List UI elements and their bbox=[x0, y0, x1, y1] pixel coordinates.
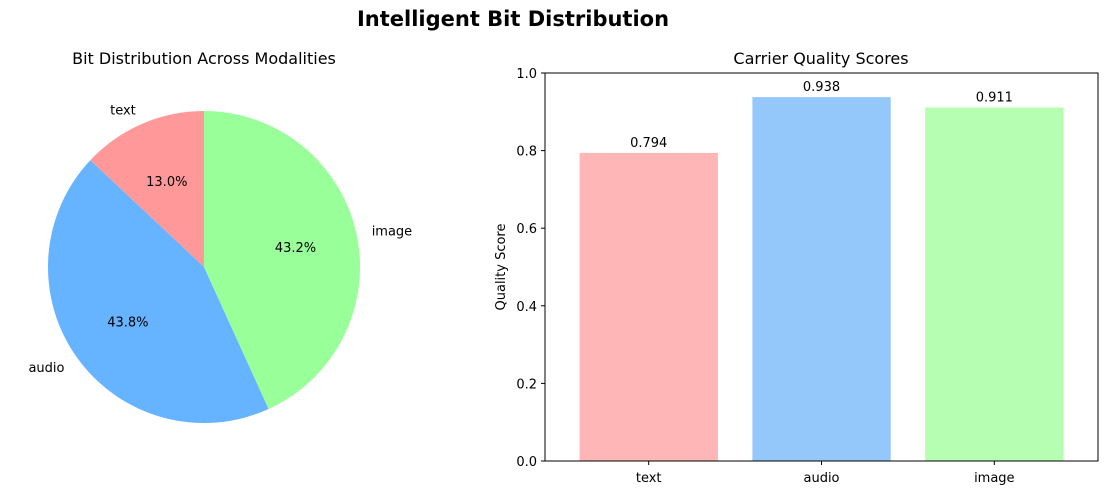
bar-audio bbox=[752, 97, 891, 461]
y-axis-label: Quality Score bbox=[494, 224, 509, 311]
bar-value-labels: 0.794 0.938 0.911 bbox=[630, 80, 1013, 151]
bar-series bbox=[579, 97, 1064, 461]
x-tick-label-image: image bbox=[974, 471, 1015, 486]
pie-category-label-image: image bbox=[372, 225, 413, 240]
figure-title: Intelligent Bit Distribution bbox=[357, 7, 669, 31]
bar-value-label-audio: 0.938 bbox=[803, 80, 840, 95]
pie-category-label-text: text bbox=[110, 104, 136, 119]
pie-percent-label-image: 43.2% bbox=[275, 241, 316, 256]
pie-slice-text bbox=[90, 111, 204, 267]
y-tick-label: 0.4 bbox=[516, 300, 537, 315]
y-tick-label: 0.6 bbox=[516, 222, 537, 237]
bar-chart: Carrier Quality Scores 0.0 0.2 0.4 0.6 0.8 1.… bbox=[494, 49, 1099, 486]
pie-slice-image bbox=[204, 111, 361, 409]
pie-percent-label-audio: 43.8% bbox=[107, 316, 148, 331]
bar-text bbox=[579, 152, 718, 461]
y-tick-label: 1.0 bbox=[516, 67, 537, 82]
x-tick-label-audio: audio bbox=[803, 471, 839, 486]
bar-value-label-image: 0.911 bbox=[976, 91, 1013, 106]
bar-image bbox=[925, 107, 1064, 461]
pie-slice-audio bbox=[47, 160, 269, 424]
pie-labels: 13.0% text 43.8% audio 43.2% image bbox=[28, 104, 412, 377]
y-axis-ticks: 0.0 0.2 0.4 0.6 0.8 1.0 bbox=[516, 67, 545, 470]
x-axis-ticks: text audio image bbox=[636, 461, 1015, 486]
pie-chart-title: Bit Distribution Across Modalities bbox=[72, 49, 336, 68]
pie-chart: Bit Distribution Across Modalities 13.0%… bbox=[28, 49, 412, 424]
y-tick-label: 0.0 bbox=[516, 455, 537, 470]
y-tick-label: 0.2 bbox=[516, 377, 537, 392]
pie-slices bbox=[47, 111, 361, 424]
bar-chart-title: Carrier Quality Scores bbox=[733, 49, 908, 68]
y-tick-label: 0.8 bbox=[516, 145, 537, 160]
x-tick-label-text: text bbox=[636, 471, 662, 486]
pie-percent-label-text: 13.0% bbox=[146, 175, 187, 190]
bar-value-label-text: 0.794 bbox=[630, 136, 667, 151]
pie-category-label-audio: audio bbox=[28, 361, 64, 376]
